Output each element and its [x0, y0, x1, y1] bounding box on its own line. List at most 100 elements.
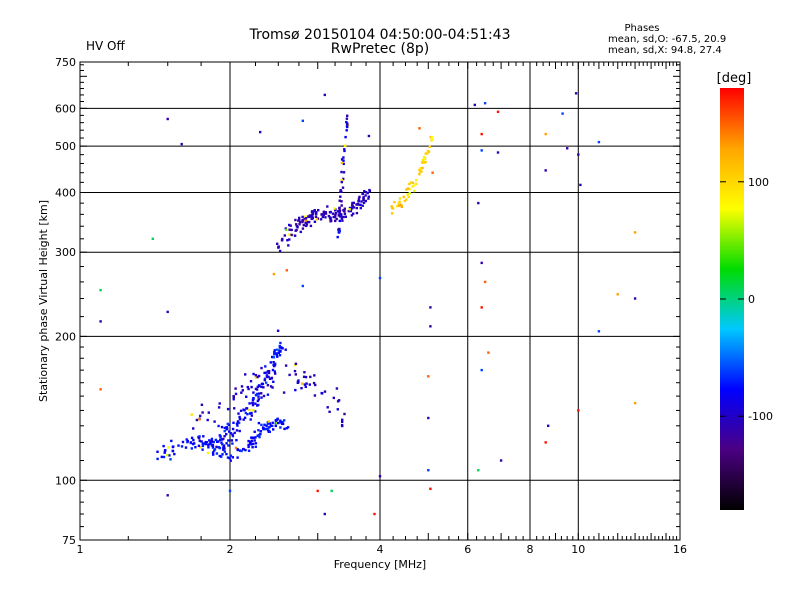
scatter-point	[597, 330, 601, 333]
scatter-point	[249, 440, 252, 443]
scatter-point	[236, 448, 239, 452]
scatter-point	[343, 212, 347, 216]
scatter-point	[184, 446, 188, 449]
scatter-point	[228, 489, 232, 493]
scatter-point	[212, 449, 216, 452]
scatter-point	[227, 439, 230, 442]
scatter-point	[282, 391, 286, 394]
scatter-point	[396, 205, 399, 208]
scatter-point	[262, 394, 266, 398]
scatter-point	[223, 426, 226, 430]
scatter-point	[220, 455, 223, 458]
scatter-point	[272, 380, 275, 383]
scatter-point	[304, 215, 307, 218]
scatter-point	[415, 182, 418, 186]
x-tick-label: 8	[527, 543, 534, 556]
scatter-point	[258, 384, 261, 388]
scatter-point	[256, 404, 259, 407]
scatter-point	[323, 93, 326, 97]
scatter-point	[483, 280, 487, 284]
scatter-point	[305, 382, 308, 385]
scatter-point	[305, 220, 309, 224]
scatter-point	[410, 181, 413, 184]
scatter-point	[338, 207, 341, 210]
scatter-point	[260, 396, 263, 399]
scatter-point	[266, 393, 270, 396]
scatter-point	[310, 215, 313, 218]
scatter-point	[228, 457, 231, 460]
scatter-point	[431, 135, 434, 139]
scatter-point	[186, 440, 189, 444]
scatter-point	[226, 456, 230, 459]
scatter-point	[303, 371, 306, 374]
scatter-point	[238, 429, 241, 433]
scatter-point	[253, 430, 256, 433]
scatter-point	[253, 439, 256, 442]
scatter-point	[364, 191, 368, 194]
scatter-point	[271, 424, 274, 428]
scatter-point	[405, 198, 408, 201]
scatter-point	[199, 414, 202, 418]
scatter-point	[299, 230, 302, 234]
scatter-point	[238, 415, 241, 419]
scatter-point	[342, 162, 345, 166]
scatter-point	[202, 442, 205, 445]
scatter-point	[355, 206, 358, 210]
scatter-point	[324, 216, 327, 219]
scatter-point	[390, 212, 394, 215]
scatter-point	[313, 220, 317, 223]
scatter-point	[252, 397, 255, 400]
scatter-point	[168, 454, 171, 457]
scatter-point	[288, 228, 291, 231]
scatter-point	[163, 449, 167, 453]
scatter-point	[366, 191, 369, 195]
minor-ticks	[79, 62, 681, 541]
scatter-point	[311, 210, 314, 213]
scatter-point	[235, 429, 239, 432]
scatter-point	[473, 103, 476, 107]
scatter-point	[276, 329, 280, 332]
scatter-point	[266, 422, 270, 425]
scatter-point	[315, 218, 318, 221]
scatter-point	[357, 199, 361, 203]
scatter-point	[191, 442, 195, 446]
scatter-point	[313, 374, 316, 377]
scatter-point	[244, 373, 247, 376]
scatter-point	[268, 377, 272, 380]
scatter-point	[202, 435, 205, 438]
scatter-point	[330, 489, 333, 493]
scatter-point	[171, 445, 175, 449]
scatter-point	[163, 451, 166, 454]
scatter-point	[312, 381, 316, 385]
scatter-point	[308, 214, 312, 217]
scatter-point	[340, 161, 343, 165]
scatter-point	[231, 427, 235, 431]
scatter-point	[406, 187, 409, 190]
scatter-point	[269, 361, 272, 364]
scatter-point	[341, 418, 344, 421]
scatter-point	[232, 421, 235, 424]
scatter-point	[423, 157, 426, 160]
y-tick-label: 300	[55, 246, 76, 259]
scatter-point	[544, 441, 547, 444]
scatter-point	[329, 210, 332, 214]
scatter-point	[309, 375, 312, 379]
scatter-point	[344, 135, 347, 139]
scatter-point	[340, 204, 343, 207]
scatter-point	[197, 444, 201, 447]
scatter-point	[221, 443, 224, 446]
scatter-point	[577, 409, 580, 412]
scatter-point	[226, 407, 230, 411]
scatter-point	[544, 169, 547, 172]
x-tick-label: 6	[464, 543, 471, 556]
y-tick-label: 500	[55, 140, 76, 153]
scatter-point	[340, 178, 343, 182]
scatter-point	[326, 406, 329, 409]
scatter-point	[348, 208, 351, 211]
scatter-point	[260, 423, 263, 427]
scatter-point	[236, 420, 240, 423]
scatter-point	[169, 458, 172, 461]
scatter-point	[278, 249, 282, 253]
y-tick-label: 750	[55, 56, 76, 69]
scatter-point	[320, 213, 323, 216]
